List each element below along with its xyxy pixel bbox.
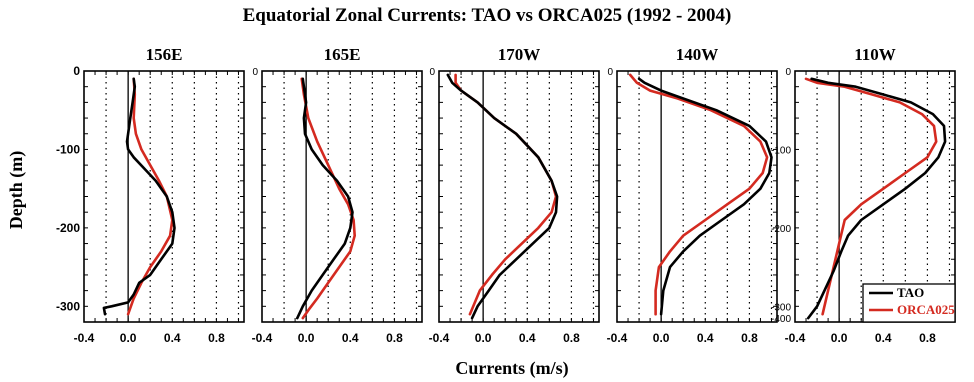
panel-title: 140W bbox=[676, 45, 719, 64]
series-line-tao bbox=[446, 73, 559, 320]
panel-title: 156E bbox=[146, 45, 183, 64]
series-line-tao bbox=[102, 77, 176, 316]
y-tick-label: 0 bbox=[252, 67, 258, 78]
panel-title: 170W bbox=[498, 45, 541, 64]
y-tick-label: 0 bbox=[73, 64, 80, 78]
x-tick-label: 0.8 bbox=[563, 331, 580, 345]
legend-label-orca025: ORCA025 bbox=[897, 302, 955, 317]
y-tick-label: -100 bbox=[771, 145, 791, 156]
plot-frame bbox=[83, 70, 245, 323]
x-tick-label: 0.4 bbox=[342, 331, 359, 345]
panel-165e: 165E -0.4 0.0 0.4 0.8 0 bbox=[252, 45, 423, 345]
panel-title: 165E bbox=[324, 45, 361, 64]
y-tick-label: -200 bbox=[56, 221, 80, 235]
panel-156e: 156E -0.4 0.0 0.4 0.8 0 -100 -200 -300 bbox=[56, 45, 245, 345]
x-tick-label: -0.4 bbox=[607, 331, 628, 345]
x-tick-label: 0.4 bbox=[697, 331, 714, 345]
x-tick-label: 0.0 bbox=[653, 331, 670, 345]
panel-110w: 110W -0.4 0.0 0.4 0.8 0 -100 -200 -300-400 TAO ORC… bbox=[771, 45, 956, 345]
y-tick-label: -300 bbox=[56, 299, 80, 313]
x-tick-label: 0.8 bbox=[919, 331, 936, 345]
plot-frame bbox=[261, 70, 423, 323]
x-tick-label: 0.8 bbox=[208, 331, 225, 345]
panel-170w: 170W -0.4 0.0 0.4 0.8 0 bbox=[429, 45, 600, 345]
series-line-tao bbox=[295, 77, 354, 320]
x-tick-label: 0.4 bbox=[164, 331, 181, 345]
x-tick-label: 0.4 bbox=[519, 331, 536, 345]
y-tick-label: 0 bbox=[785, 67, 791, 78]
x-tick-label: -0.4 bbox=[74, 331, 95, 345]
chart-title: Equatorial Zonal Currents: TAO vs ORCA02… bbox=[243, 5, 732, 26]
series-line-orca025 bbox=[804, 77, 938, 316]
legend-box bbox=[862, 283, 956, 323]
y-tick-label: -100 bbox=[56, 142, 80, 156]
x-axis-label: Currents (m/s) bbox=[455, 358, 568, 379]
x-tick-label: 0.8 bbox=[741, 331, 758, 345]
y-tick-label: -200 bbox=[771, 224, 791, 235]
x-tick-label: -0.4 bbox=[785, 331, 806, 345]
y-axis-label: Depth (m) bbox=[6, 151, 27, 230]
y-tick-label: 0 bbox=[607, 67, 613, 78]
x-tick-label: 0.4 bbox=[875, 331, 892, 345]
panel-140w: 140W -0.4 0.0 0.4 0.8 0 bbox=[607, 45, 778, 345]
series-line-tao bbox=[637, 77, 773, 316]
panel-title: 110W bbox=[854, 45, 896, 64]
legend: TAO ORCA025 bbox=[862, 283, 956, 323]
legend-label-tao: TAO bbox=[897, 285, 924, 300]
series-line-tao bbox=[806, 77, 947, 320]
panels: 156E -0.4 0.0 0.4 0.8 0 -100 -200 -300 165E -0.4 0.… bbox=[56, 45, 956, 345]
plot-frame bbox=[438, 70, 600, 323]
x-tick-label: 0.0 bbox=[831, 331, 848, 345]
x-tick-label: 0.0 bbox=[120, 331, 137, 345]
x-tick-label: 0.0 bbox=[475, 331, 492, 345]
y-tick-label: -400 bbox=[771, 314, 791, 325]
y-tick-label: -300 bbox=[771, 302, 791, 313]
x-tick-label: -0.4 bbox=[252, 331, 273, 345]
series-line-orca025 bbox=[628, 73, 769, 316]
x-tick-label: 0.8 bbox=[386, 331, 403, 345]
series-line-orca025 bbox=[300, 77, 357, 320]
x-tick-label: 0.0 bbox=[298, 331, 315, 345]
x-tick-label: -0.4 bbox=[429, 331, 450, 345]
y-tick-label: 0 bbox=[429, 67, 435, 78]
